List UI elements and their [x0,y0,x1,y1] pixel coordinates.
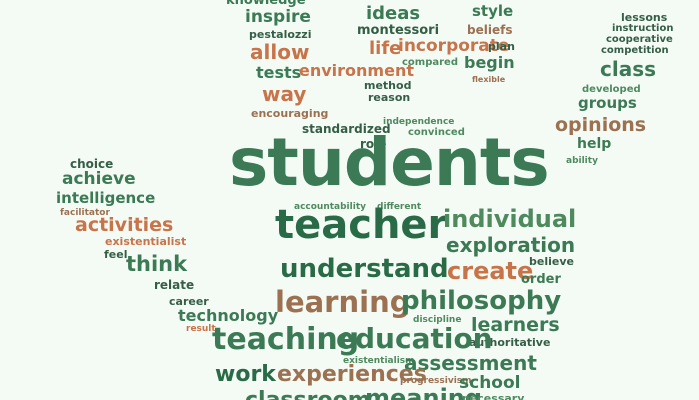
word-activities: activities [75,214,174,236]
word-technology: technology [178,306,279,325]
word-teaching: teaching [212,322,360,357]
word-assessment: assessment [404,351,537,375]
word-convinced: convinced [408,127,465,138]
word-career: career [169,295,209,308]
word-learners: learners [471,314,560,336]
word-cooperative: cooperative [606,34,673,45]
word-environment: environment [299,61,414,80]
word-competition: competition [601,45,669,56]
word-developed: developed [582,84,641,95]
word-help: help [577,136,612,152]
word-life: life [369,38,402,59]
word-ability: ability [566,156,598,166]
word-knowledge: knowledge [226,0,306,8]
word-result: result [186,324,216,334]
word-discipline: discipline [413,315,462,325]
word-students: students [229,124,550,201]
word-choice: choice [70,157,114,171]
word-facilitator: facilitator [60,208,110,218]
word-meaning: meaning [365,384,483,400]
word-philosophy: philosophy [401,286,562,316]
word-tests: tests [256,63,302,82]
word-montessori: montessori [357,23,440,38]
word-class: class [600,57,657,81]
word-begin: begin [464,53,515,72]
word-intelligence: intelligence [56,189,156,207]
word-accountability: accountability [294,202,366,212]
word-classroom: classroom [245,390,371,400]
word-existentialism: existentialism [343,356,415,366]
word-reason: reason [368,91,411,104]
word-way: way [262,82,307,106]
word-education: education [336,322,493,355]
word-opinions: opinions [555,114,647,136]
word-role: role [360,137,387,151]
word-groups: groups [578,94,637,112]
word-incorporate: incorporate [398,36,510,56]
word-authoritative: authoritative [469,336,551,349]
word-school: school [459,373,521,393]
word-understand: understand [280,254,449,284]
word-standardized: standardized [302,122,391,136]
word-create: create [447,257,534,285]
word-order: order [521,272,561,287]
word-believe: believe [529,255,574,268]
word-flexible: flexible [472,75,506,84]
word-method: method [364,79,412,92]
word-instruction: instruction [612,23,674,34]
word-feel: feel [104,248,128,261]
word-achieve: achieve [62,169,136,189]
word-encouraging: encouraging [251,107,329,120]
word-experiences: experiences [277,362,427,387]
word-compared: compared [402,57,458,68]
word-independence: independence [383,117,455,127]
word-exploration: exploration [446,233,576,257]
word-existentialist: existentialist [105,235,187,248]
word-necessary: necessary [462,392,525,400]
word-plan: plan [488,40,515,53]
word-different: different [377,202,422,212]
word-lessons: lessons [621,11,668,24]
word-teacher: teacher [275,202,448,248]
word-learning: learning [275,285,411,319]
word-progressivism: progressivism [400,376,472,386]
word-inspire: inspire [245,7,311,27]
word-ideas: ideas [366,3,421,24]
word-work: work [215,362,276,387]
word-individual: individual [443,205,577,233]
word-beliefs: beliefs [467,23,513,37]
word-pestalozzi: pestalozzi [249,28,312,41]
word-allow: allow [250,40,310,64]
word-relate: relate [154,278,195,292]
word-style: style [472,2,514,20]
word-think: think [126,252,188,276]
